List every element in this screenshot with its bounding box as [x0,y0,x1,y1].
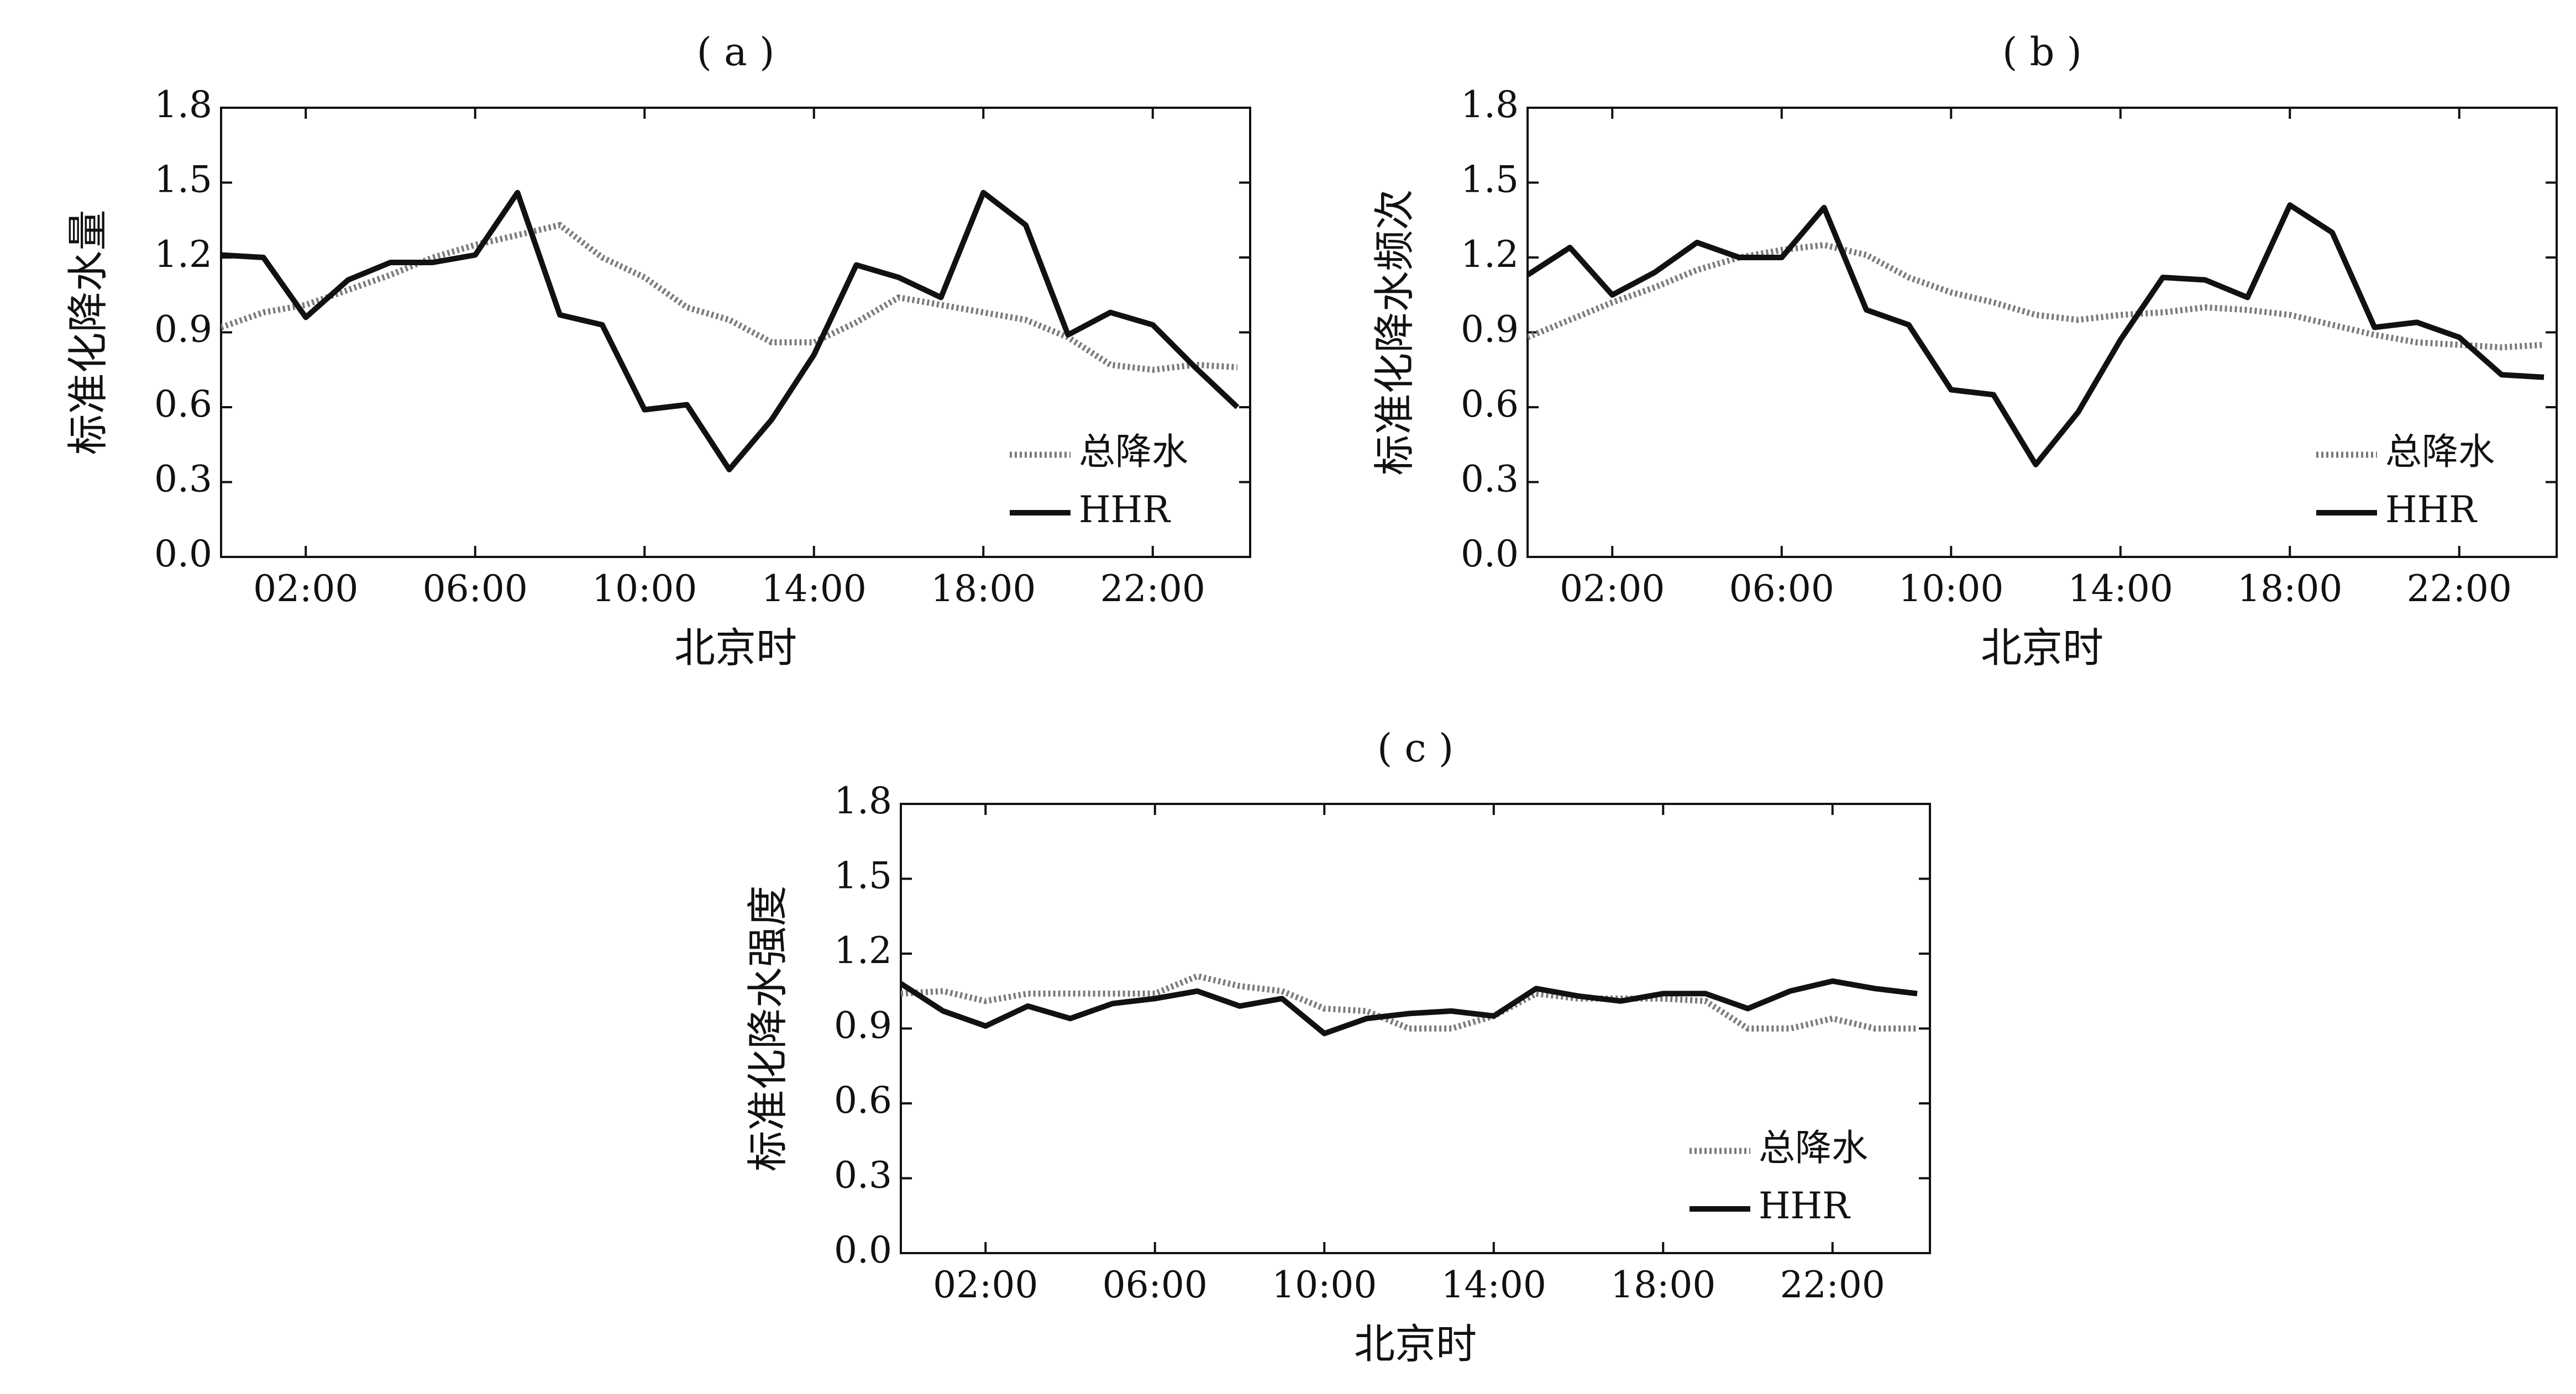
x-tick-label: 06:00 [1729,567,1834,610]
x-axis-title: 北京时 [674,624,797,672]
y-tick-label: 0.6 [1461,383,1519,425]
x-tick-label: 02:00 [1560,567,1665,610]
x-tick-label: 18:00 [931,567,1036,610]
series-line-hhr [221,190,1240,472]
y-tick-label: 1.5 [154,159,212,201]
y-tick-label: 0.0 [834,1229,892,1271]
y-tick-label: 0.9 [1461,308,1519,351]
x-tick-label: 22:00 [1780,1264,1885,1306]
series-line-hhr [901,978,1918,1037]
legend-label: HHR [1759,1185,1851,1227]
legend-label: 总降水 [1079,430,1188,473]
y-tick-label: 0.3 [834,1154,892,1197]
y-tick-label: 0.0 [154,533,212,575]
y-tick-label: 1.5 [834,855,892,897]
x-tick-label: 22:00 [1100,567,1205,610]
y-tick-label: 0.3 [1461,458,1519,501]
legend-label: HHR [2385,488,2478,531]
y-axis-title: 标准化降水强度 [744,886,791,1172]
y-tick-label: 1.2 [1461,233,1519,276]
y-tick-label: 1.8 [1461,83,1519,126]
y-tick-label: 1.2 [154,233,212,276]
y-tick-label: 0.6 [154,383,212,425]
legend-label: 总降水 [2385,430,2495,473]
series-line-total [901,973,1917,1032]
legend-label: HHR [1079,488,1171,531]
y-tick-label: 0.6 [834,1079,892,1122]
x-axis-title: 北京时 [1354,1321,1477,1368]
x-tick-label: 02:00 [253,567,358,610]
y-tick-label: 1.8 [834,780,892,822]
chart-panel: ( b ) 0.0 0.3 0.6 0.9 1.2 1.5 1.8 02:00 06:00 10:0… [1371,29,2558,672]
series-line-total [221,222,1238,373]
series-line-hhr [1528,202,2544,467]
y-tick-label: 0.9 [154,308,212,351]
x-tick-label: 10:00 [1272,1264,1377,1306]
legend-label: 总降水 [1759,1127,1868,1169]
x-tick-label: 02:00 [933,1264,1038,1306]
panel-label: ( b ) [2002,29,2082,75]
x-tick-label: 14:00 [2068,567,2173,610]
y-tick-label: 1.8 [154,83,212,126]
y-tick-label: 1.5 [1461,159,1519,201]
y-tick-label: 0.9 [834,1004,892,1047]
x-tick-label: 10:00 [1898,567,2003,610]
panel-label: ( c ) [1377,725,1454,771]
y-axis-title: 标准化降水量 [64,210,112,455]
x-tick-label: 10:00 [592,567,697,610]
y-axis-title: 标准化降水频次 [1371,190,1418,476]
series-line-total [1528,241,2544,351]
x-tick-label: 06:00 [1103,1264,1208,1306]
x-tick-label: 22:00 [2407,567,2512,610]
x-tick-label: 06:00 [423,567,528,610]
x-tick-label: 18:00 [1610,1264,1715,1306]
x-axis-title: 北京时 [1981,624,2103,672]
chart-panel: ( a ) 0.0 0.3 0.6 0.9 1.2 1.5 1.8 02:00 06:00 10:0… [64,29,1251,672]
x-tick-label: 18:00 [2237,567,2342,610]
y-tick-label: 0.0 [1461,533,1519,575]
x-tick-label: 14:00 [762,567,867,610]
panel-label: ( a ) [697,29,775,75]
y-tick-label: 1.2 [834,929,892,972]
y-tick-label: 0.3 [154,458,212,501]
chart-panel: ( c ) 0.0 0.3 0.6 0.9 1.2 1.5 1.8 02:00 06:00 10:0… [744,725,1931,1368]
x-tick-label: 14:00 [1441,1264,1546,1306]
